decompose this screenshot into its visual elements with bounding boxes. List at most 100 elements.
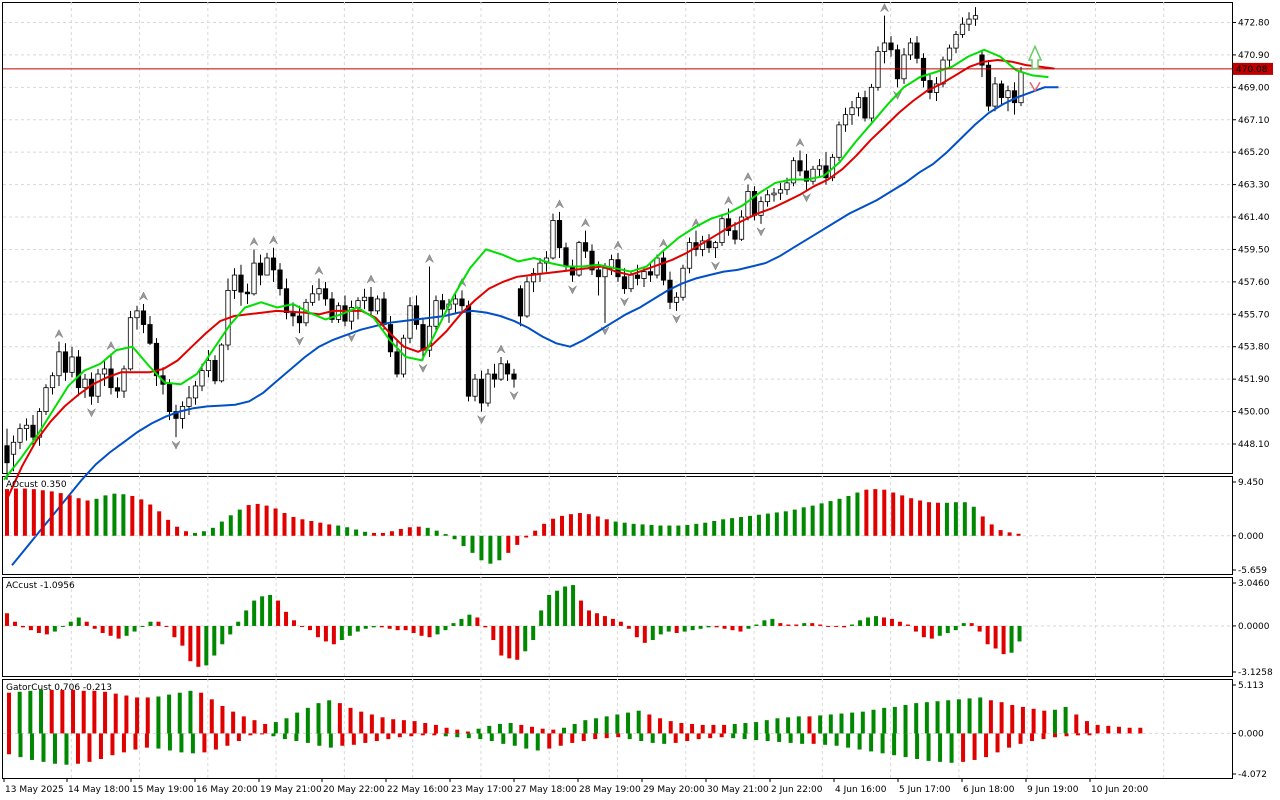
candle-body — [940, 59, 946, 85]
ac-bar — [626, 625, 631, 629]
gator-lower-bar — [1018, 733, 1023, 744]
ao-bar — [765, 513, 770, 536]
gator-lower-bar — [455, 733, 460, 738]
ac-bar — [929, 625, 934, 639]
fractal-down-marker — [620, 297, 629, 307]
ao-bar — [139, 499, 144, 536]
gator-upper-bar — [722, 724, 727, 734]
candle-body — [660, 257, 667, 281]
ac-bar — [427, 625, 432, 638]
candle-body — [30, 424, 36, 438]
candle-body — [803, 170, 810, 182]
ao-bar — [49, 491, 54, 536]
ac-bar — [339, 625, 344, 641]
candle — [69, 346, 75, 378]
candle — [712, 240, 719, 258]
ac-bar — [547, 594, 552, 626]
gator-lower-bar — [305, 733, 310, 743]
candle — [491, 363, 498, 388]
candle-body — [790, 160, 797, 184]
gator-upper-bar — [188, 690, 193, 734]
ao-bar — [533, 530, 538, 536]
candle — [498, 356, 504, 381]
candle-body — [270, 257, 277, 271]
candle — [849, 100, 855, 125]
ac-title: ACcust -1.0956 — [6, 581, 75, 591]
candle — [647, 263, 654, 282]
gator-bars — [7, 689, 1143, 765]
time-axis-label: 28 May 19:00 — [579, 785, 641, 795]
candle — [147, 316, 153, 346]
gator-upper-bar — [455, 729, 460, 734]
gator-upper-bar — [487, 725, 492, 734]
gator-upper-bar — [978, 697, 983, 734]
ao-bar — [801, 507, 806, 536]
ao-axis-label: 9.450 — [1238, 478, 1264, 488]
ac-bar — [44, 625, 49, 635]
gator-upper-bar — [1106, 725, 1111, 734]
gator-upper-bar — [604, 716, 609, 734]
ac-bar — [188, 625, 193, 662]
gator-upper-bar — [401, 720, 406, 734]
ac-bar — [913, 625, 918, 632]
candle — [322, 281, 329, 306]
gator-axis-label: 0.000 — [1238, 729, 1264, 739]
gator-upper-bar — [594, 718, 599, 734]
ac-bar — [116, 625, 121, 639]
gator-upper-bar — [903, 705, 908, 734]
candle-body — [836, 124, 842, 158]
gator-lower-bar — [650, 733, 655, 743]
gator-upper-bar — [209, 699, 214, 734]
gator-upper-bar — [305, 707, 310, 734]
gator-lower-bar — [167, 733, 172, 751]
candle — [433, 295, 439, 334]
candle — [4, 428, 10, 480]
ac-bar — [299, 625, 304, 627]
ac-bar — [20, 625, 25, 628]
ao-bar — [470, 535, 475, 553]
candle — [797, 150, 803, 177]
candle — [465, 300, 472, 402]
candle — [868, 83, 875, 122]
candle-body — [329, 298, 335, 320]
gator-lower-bar — [1076, 733, 1081, 736]
candle — [985, 60, 992, 112]
candle — [816, 159, 823, 177]
ac-bar — [674, 625, 679, 633]
fractal-up-marker — [724, 195, 733, 205]
ac-bar — [347, 625, 352, 636]
gator-lower-bar — [190, 733, 195, 754]
candle-body — [745, 191, 751, 218]
gator-lower-bar — [1087, 733, 1092, 736]
candle — [764, 189, 771, 207]
candle — [1005, 85, 1011, 112]
ac-bar — [874, 616, 879, 626]
fractal-down-marker — [418, 364, 428, 373]
candle-body — [907, 42, 914, 56]
candle-body — [524, 281, 530, 317]
gator-upper-bar — [743, 723, 748, 734]
candle-body — [186, 397, 192, 407]
price-tick-label: 467.10 — [1238, 116, 1270, 126]
gator-axis-label: 5.113 — [1238, 681, 1264, 691]
candle-body — [257, 262, 264, 276]
gator-upper-bar — [241, 716, 246, 734]
candle — [17, 423, 23, 450]
candle-body — [459, 298, 465, 307]
candle — [901, 48, 907, 84]
candle-body — [179, 406, 186, 419]
gator-upper-bar — [145, 697, 150, 734]
ao-bar — [864, 489, 869, 536]
candle-body — [75, 356, 82, 389]
gator-lower-bar — [696, 733, 701, 740]
ao-bar — [22, 488, 27, 536]
ac-bar — [730, 625, 735, 631]
ac-bar — [172, 625, 177, 638]
ac-bar — [770, 618, 775, 626]
gator-upper-bar — [711, 724, 716, 734]
ao-bar — [855, 492, 860, 536]
gator-lower-bar — [926, 733, 931, 761]
gator-upper-bar — [348, 707, 353, 734]
ao-bar — [909, 498, 914, 536]
time-axis-label: 5 Jun 17:00 — [899, 785, 951, 795]
